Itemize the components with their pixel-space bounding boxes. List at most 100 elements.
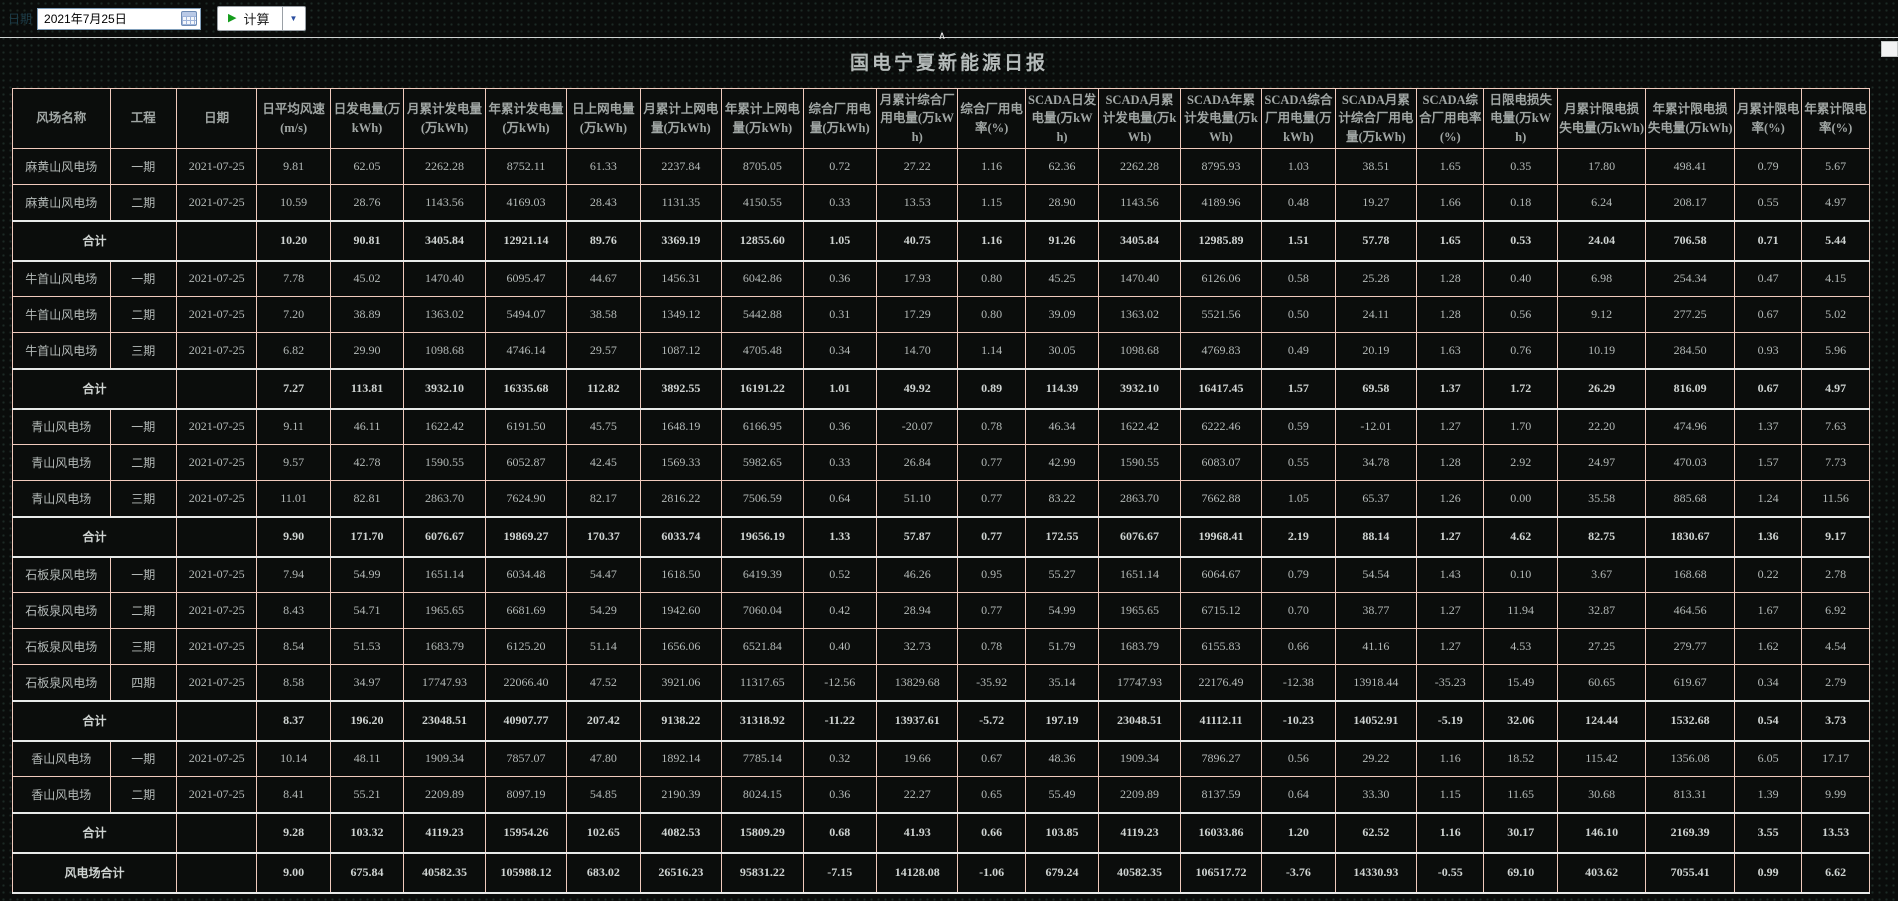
cell: 2021-07-25 bbox=[175, 184, 258, 221]
cell: 46.26 bbox=[875, 556, 959, 593]
cell: 9.57 bbox=[256, 444, 331, 481]
cell: 0.49 bbox=[1261, 332, 1336, 369]
cell: 208.17 bbox=[1645, 184, 1735, 221]
cell: 0.58 bbox=[1261, 260, 1336, 297]
cell: 48.11 bbox=[329, 740, 405, 777]
cell: 1.36 bbox=[1733, 515, 1803, 558]
subtotal-row: 合计 10.20 90.81 3405.84 12921.14 89.76 3369.19 1… bbox=[12, 219, 1870, 262]
date-input[interactable]: 2021年7月25日 bbox=[37, 7, 202, 30]
cell: 55.21 bbox=[329, 776, 405, 813]
scrollbar-thumb[interactable] bbox=[1881, 41, 1898, 57]
cell: 39.09 bbox=[1024, 296, 1100, 333]
column-header: 日平均风速(m/s) bbox=[256, 88, 331, 149]
cell: 8.54 bbox=[256, 628, 331, 665]
cell: 706.58 bbox=[1645, 219, 1735, 262]
cell: 0.79 bbox=[1733, 148, 1803, 185]
cell: 9.12 bbox=[1556, 296, 1647, 333]
wind-farm-name-cell: 合计 bbox=[12, 811, 177, 854]
cell: 885.68 bbox=[1645, 480, 1735, 517]
cell: 8705.05 bbox=[721, 148, 804, 185]
cell: 0.77 bbox=[957, 592, 1026, 629]
cell: 4.62 bbox=[1483, 515, 1558, 558]
cell: 0.67 bbox=[1733, 367, 1803, 410]
cell: 6076.67 bbox=[1098, 515, 1181, 558]
calculate-dropdown-button[interactable]: ▼ bbox=[281, 6, 306, 31]
cell: 474.96 bbox=[1645, 408, 1735, 445]
cell: 1.05 bbox=[802, 219, 877, 262]
cell: 1.57 bbox=[1733, 444, 1803, 481]
cell: 1.67 bbox=[1733, 592, 1803, 629]
cell: 11.65 bbox=[1483, 776, 1558, 813]
cell: 10.14 bbox=[256, 740, 331, 777]
cell: 15809.29 bbox=[721, 811, 804, 854]
cell: 5.44 bbox=[1801, 219, 1870, 262]
cell: 2.78 bbox=[1801, 556, 1870, 593]
cell: 1590.55 bbox=[1098, 444, 1181, 481]
cell: 82.75 bbox=[1556, 515, 1647, 558]
cell: 32.06 bbox=[1483, 699, 1558, 742]
cell: 4.97 bbox=[1801, 367, 1870, 410]
cell: 3405.84 bbox=[1098, 219, 1181, 262]
cell: 124.44 bbox=[1556, 699, 1647, 742]
cell: 1.37 bbox=[1416, 367, 1485, 410]
cell: 0.40 bbox=[1483, 260, 1558, 297]
cell: 6042.86 bbox=[721, 260, 804, 297]
cell: 69.10 bbox=[1483, 851, 1558, 894]
cell: 42.78 bbox=[329, 444, 405, 481]
calendar-icon[interactable] bbox=[181, 11, 198, 26]
cell: 1143.56 bbox=[403, 184, 486, 221]
cell: 0.77 bbox=[957, 515, 1026, 558]
cell: 29.57 bbox=[566, 332, 641, 369]
cell: 7896.27 bbox=[1179, 740, 1263, 777]
calculate-button[interactable]: ▶ 计算 bbox=[217, 6, 282, 31]
cell: 1656.06 bbox=[639, 628, 723, 665]
cell: 1.72 bbox=[1483, 367, 1558, 410]
cell: 51.10 bbox=[875, 480, 959, 517]
cell: 102.65 bbox=[566, 811, 641, 854]
cell: 2169.39 bbox=[1645, 811, 1735, 854]
cell bbox=[175, 699, 258, 742]
cell: 8137.59 bbox=[1179, 776, 1263, 813]
wind-farm-name-cell: 牛首山风电场 bbox=[12, 296, 111, 333]
cell: 6155.83 bbox=[1179, 628, 1263, 665]
cell: 13.53 bbox=[875, 184, 959, 221]
cell: -11.22 bbox=[802, 699, 877, 742]
cell: 4119.23 bbox=[1098, 811, 1181, 854]
cell: 113.81 bbox=[329, 367, 405, 410]
cell: 1648.19 bbox=[639, 408, 723, 445]
cell: 1470.40 bbox=[1098, 260, 1181, 297]
cell: 5.67 bbox=[1801, 148, 1870, 185]
cell: 27.25 bbox=[1556, 628, 1647, 665]
collapse-panel-handle[interactable]: ∧ bbox=[920, 30, 964, 45]
cell: 28.43 bbox=[566, 184, 641, 221]
cell: 1532.68 bbox=[1645, 699, 1735, 742]
cell: 三期 bbox=[109, 480, 177, 517]
cell: 19.27 bbox=[1334, 184, 1418, 221]
cell: 48.36 bbox=[1024, 740, 1100, 777]
cell: 33.30 bbox=[1334, 776, 1418, 813]
cell: 1363.02 bbox=[1098, 296, 1181, 333]
wind-farm-name-cell: 合计 bbox=[12, 219, 177, 262]
wind-farm-name-cell: 合计 bbox=[12, 515, 177, 558]
cell: 三期 bbox=[109, 628, 177, 665]
cell: 1651.14 bbox=[403, 556, 486, 593]
cell: 11.56 bbox=[1801, 480, 1870, 517]
cell: 1.05 bbox=[1261, 480, 1336, 517]
cell: 1618.50 bbox=[639, 556, 723, 593]
cell: 813.31 bbox=[1645, 776, 1735, 813]
cell: 41.16 bbox=[1334, 628, 1418, 665]
cell: 1.33 bbox=[802, 515, 877, 558]
cell: 10.19 bbox=[1556, 332, 1647, 369]
cell: 1651.14 bbox=[1098, 556, 1181, 593]
cell: 6681.69 bbox=[484, 592, 568, 629]
cell: 0.33 bbox=[802, 184, 877, 221]
table-row: 石板泉风电场 二期 2021-07-25 8.43 54.71 1965.65 6681.6… bbox=[12, 592, 1870, 629]
cell: 69.58 bbox=[1334, 367, 1418, 410]
cell: 22.20 bbox=[1556, 408, 1647, 445]
cell: 22.27 bbox=[875, 776, 959, 813]
cell: 0.67 bbox=[957, 740, 1026, 777]
cell: 0.89 bbox=[957, 367, 1026, 410]
cell: 16191.22 bbox=[721, 367, 804, 410]
cell: 4.54 bbox=[1801, 628, 1870, 665]
cell: 41.93 bbox=[875, 811, 959, 854]
